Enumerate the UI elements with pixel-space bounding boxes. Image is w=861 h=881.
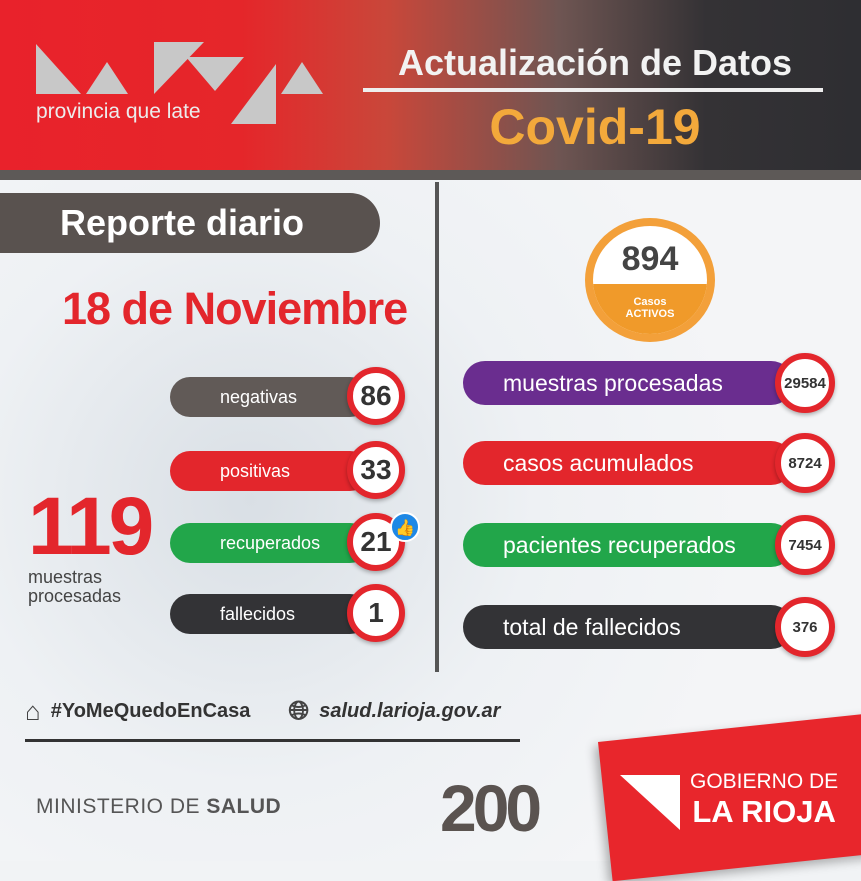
active-cases-badge: 894 Casos ACTIVOS [585, 218, 715, 342]
stat-label: total de fallecidos [503, 614, 681, 640]
la-rioja-logo [36, 42, 326, 124]
total-value-casos: 8724 [775, 433, 835, 493]
label-line: procesadas [28, 586, 122, 606]
total-recuperados: pacientes recuperados [463, 523, 793, 567]
ministry-bold: SALUD [206, 795, 282, 818]
daily-negativas: negativas [170, 377, 370, 417]
logo-tagline: provincia que late [36, 100, 201, 123]
stat-label: recuperados [220, 533, 321, 553]
ministry-label: MINISTERIO DE SALUD [36, 795, 281, 819]
total-casos: casos acumulados [463, 441, 793, 485]
thumbs-up-icon: 👍 [390, 512, 420, 542]
label-line: muestras [28, 567, 103, 587]
total-muestras: muestras procesadas [463, 361, 793, 405]
stat-label: muestras procesadas [503, 370, 723, 396]
footer-divider [25, 739, 520, 742]
stat-label: negativas [220, 387, 298, 407]
total-fallecidos: total de fallecidos [463, 605, 793, 649]
label-line: Casos [633, 296, 667, 308]
daily-value-fallecidos: 1 [347, 584, 405, 642]
gov-line-2: LA RIOJA [692, 794, 836, 829]
daily-value-positivas: 33 [347, 441, 405, 499]
daily-value-recuperados: 21 [347, 513, 405, 571]
stat-label: casos acumulados [503, 450, 694, 476]
daily-recuperados: recuperados [170, 523, 370, 563]
daily-value-negativas: 86 [347, 367, 405, 425]
globe-icon: 🌐︎ [288, 695, 310, 725]
gov-line-1: GOBIERNO DE [690, 770, 839, 793]
column-divider [435, 182, 439, 672]
title-divider [363, 88, 823, 92]
header-strip [0, 170, 861, 180]
daily-fallecidos: fallecidos [170, 594, 370, 634]
stat-label: positivas [220, 461, 291, 481]
home-icon: ⌂ [25, 695, 41, 726]
bicentennial-logo: 200 [440, 771, 542, 845]
active-cases-value: 894 [621, 240, 679, 278]
ministry-prefix: MINISTERIO DE [36, 795, 207, 818]
report-label: Reporte diario [0, 193, 380, 253]
label-line: ACTIVOS [625, 308, 675, 320]
total-value-muestras: 29584 [775, 353, 835, 413]
page-subtitle: Covid-19 [489, 99, 701, 155]
active-cases-label: Casos ACTIVOS [593, 284, 707, 334]
stat-label: fallecidos [220, 604, 296, 624]
daily-positivas: positivas [170, 451, 370, 491]
page-title: Actualización de Datos [397, 42, 793, 83]
daily-total-label: muestras procesadas [28, 568, 121, 606]
daily-total-value: 119 [28, 481, 154, 572]
government-name: GOBIERNO DE LA RIOJA [690, 770, 838, 830]
report-date: 18 de Noviembre [62, 283, 408, 334]
header-banner [0, 0, 861, 172]
footer-links: ⌂ #YoMeQuedoEnCasa 🌐︎ salud.larioja.gov.… [25, 695, 500, 727]
total-value-recuperados: 7454 [775, 515, 835, 575]
hashtag: #YoMeQuedoEnCasa [50, 699, 251, 722]
stat-label: pacientes recuperados [503, 532, 736, 558]
website-link[interactable]: salud.larioja.gov.ar [319, 699, 501, 722]
total-value-fallecidos: 376 [775, 597, 835, 657]
